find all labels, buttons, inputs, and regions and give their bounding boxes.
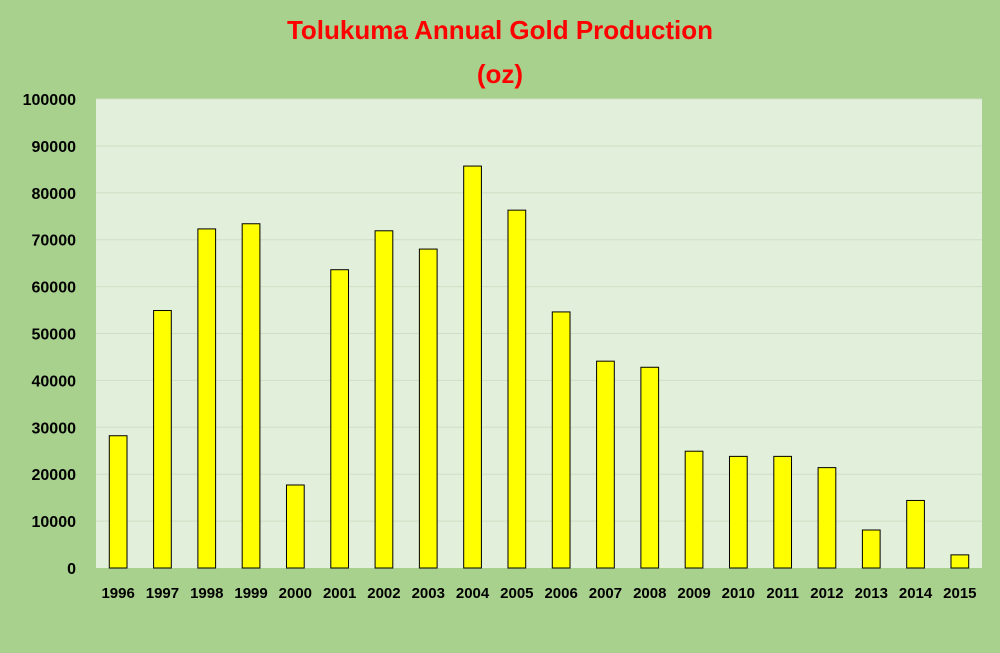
y-tick-label: 70000 — [32, 233, 77, 250]
x-tick-label: 1998 — [190, 585, 223, 602]
x-tick-label: 2012 — [810, 585, 843, 602]
x-tick-label: 2008 — [633, 585, 666, 602]
x-tick-label: 1999 — [234, 585, 267, 602]
bar-2006 — [551, 311, 571, 569]
y-tick-label: 40000 — [32, 373, 77, 390]
bar-1999 — [241, 223, 261, 569]
x-tick-label: 2014 — [899, 585, 933, 602]
bar-1998 — [197, 228, 217, 569]
chart-title: Tolukuma Annual Gold Production — [286, 15, 714, 45]
x-tick-label: 2004 — [456, 585, 490, 602]
bar-1996 — [108, 435, 128, 569]
y-tick-label: 30000 — [32, 420, 77, 437]
bar-2014 — [906, 499, 925, 569]
x-tick-label: 2010 — [722, 585, 755, 602]
bar-2012 — [817, 467, 837, 569]
bar-2001 — [330, 269, 350, 569]
y-tick-label: 20000 — [32, 467, 77, 484]
bar-2002 — [374, 230, 394, 569]
x-axis-ticks: 1996 1997 1998 1999 2000 2001 2002 2003 2004 2005… — [101, 585, 976, 602]
bars — [108, 165, 970, 569]
y-tick-label: 0 — [67, 561, 76, 578]
bar-2003 — [418, 248, 438, 569]
chart-subtitle: (oz) — [476, 59, 524, 89]
bar-2009 — [684, 450, 704, 569]
y-tick-label: 90000 — [32, 139, 77, 156]
bar-2007 — [596, 360, 615, 569]
y-tick-label: 100000 — [23, 92, 76, 109]
y-tick-label: 50000 — [32, 327, 77, 344]
x-tick-label: 2006 — [544, 585, 577, 602]
y-tick-label: 60000 — [32, 280, 77, 297]
x-tick-label: 2009 — [677, 585, 710, 602]
x-tick-label: 2011 — [766, 585, 799, 602]
x-tick-label: 2013 — [855, 585, 888, 602]
x-tick-label: 2002 — [367, 585, 400, 602]
y-axis-ticks: 0 10000 20000 30000 40000 50000 60000 70000 8000… — [23, 92, 76, 578]
bar-2008 — [640, 366, 660, 569]
x-tick-label: 1996 — [101, 585, 134, 602]
bar-2013 — [861, 529, 881, 569]
y-tick-label: 80000 — [32, 186, 77, 203]
x-tick-label: 2005 — [500, 585, 533, 602]
bar-2000 — [285, 484, 305, 569]
x-tick-label: 2001 — [323, 585, 356, 602]
bar-2004 — [463, 165, 482, 569]
bar-2010 — [728, 455, 748, 569]
y-tick-label: 10000 — [32, 514, 77, 531]
bar-1997 — [153, 310, 172, 569]
bar-2005 — [507, 209, 527, 569]
x-tick-label: 2000 — [279, 585, 312, 602]
x-tick-label: 1997 — [146, 585, 179, 602]
bar-2011 — [773, 455, 793, 569]
bar-2015 — [950, 554, 970, 569]
x-tick-label: 2007 — [589, 585, 622, 602]
x-tick-label: 2015 — [943, 585, 976, 602]
x-tick-label: 2003 — [412, 585, 445, 602]
